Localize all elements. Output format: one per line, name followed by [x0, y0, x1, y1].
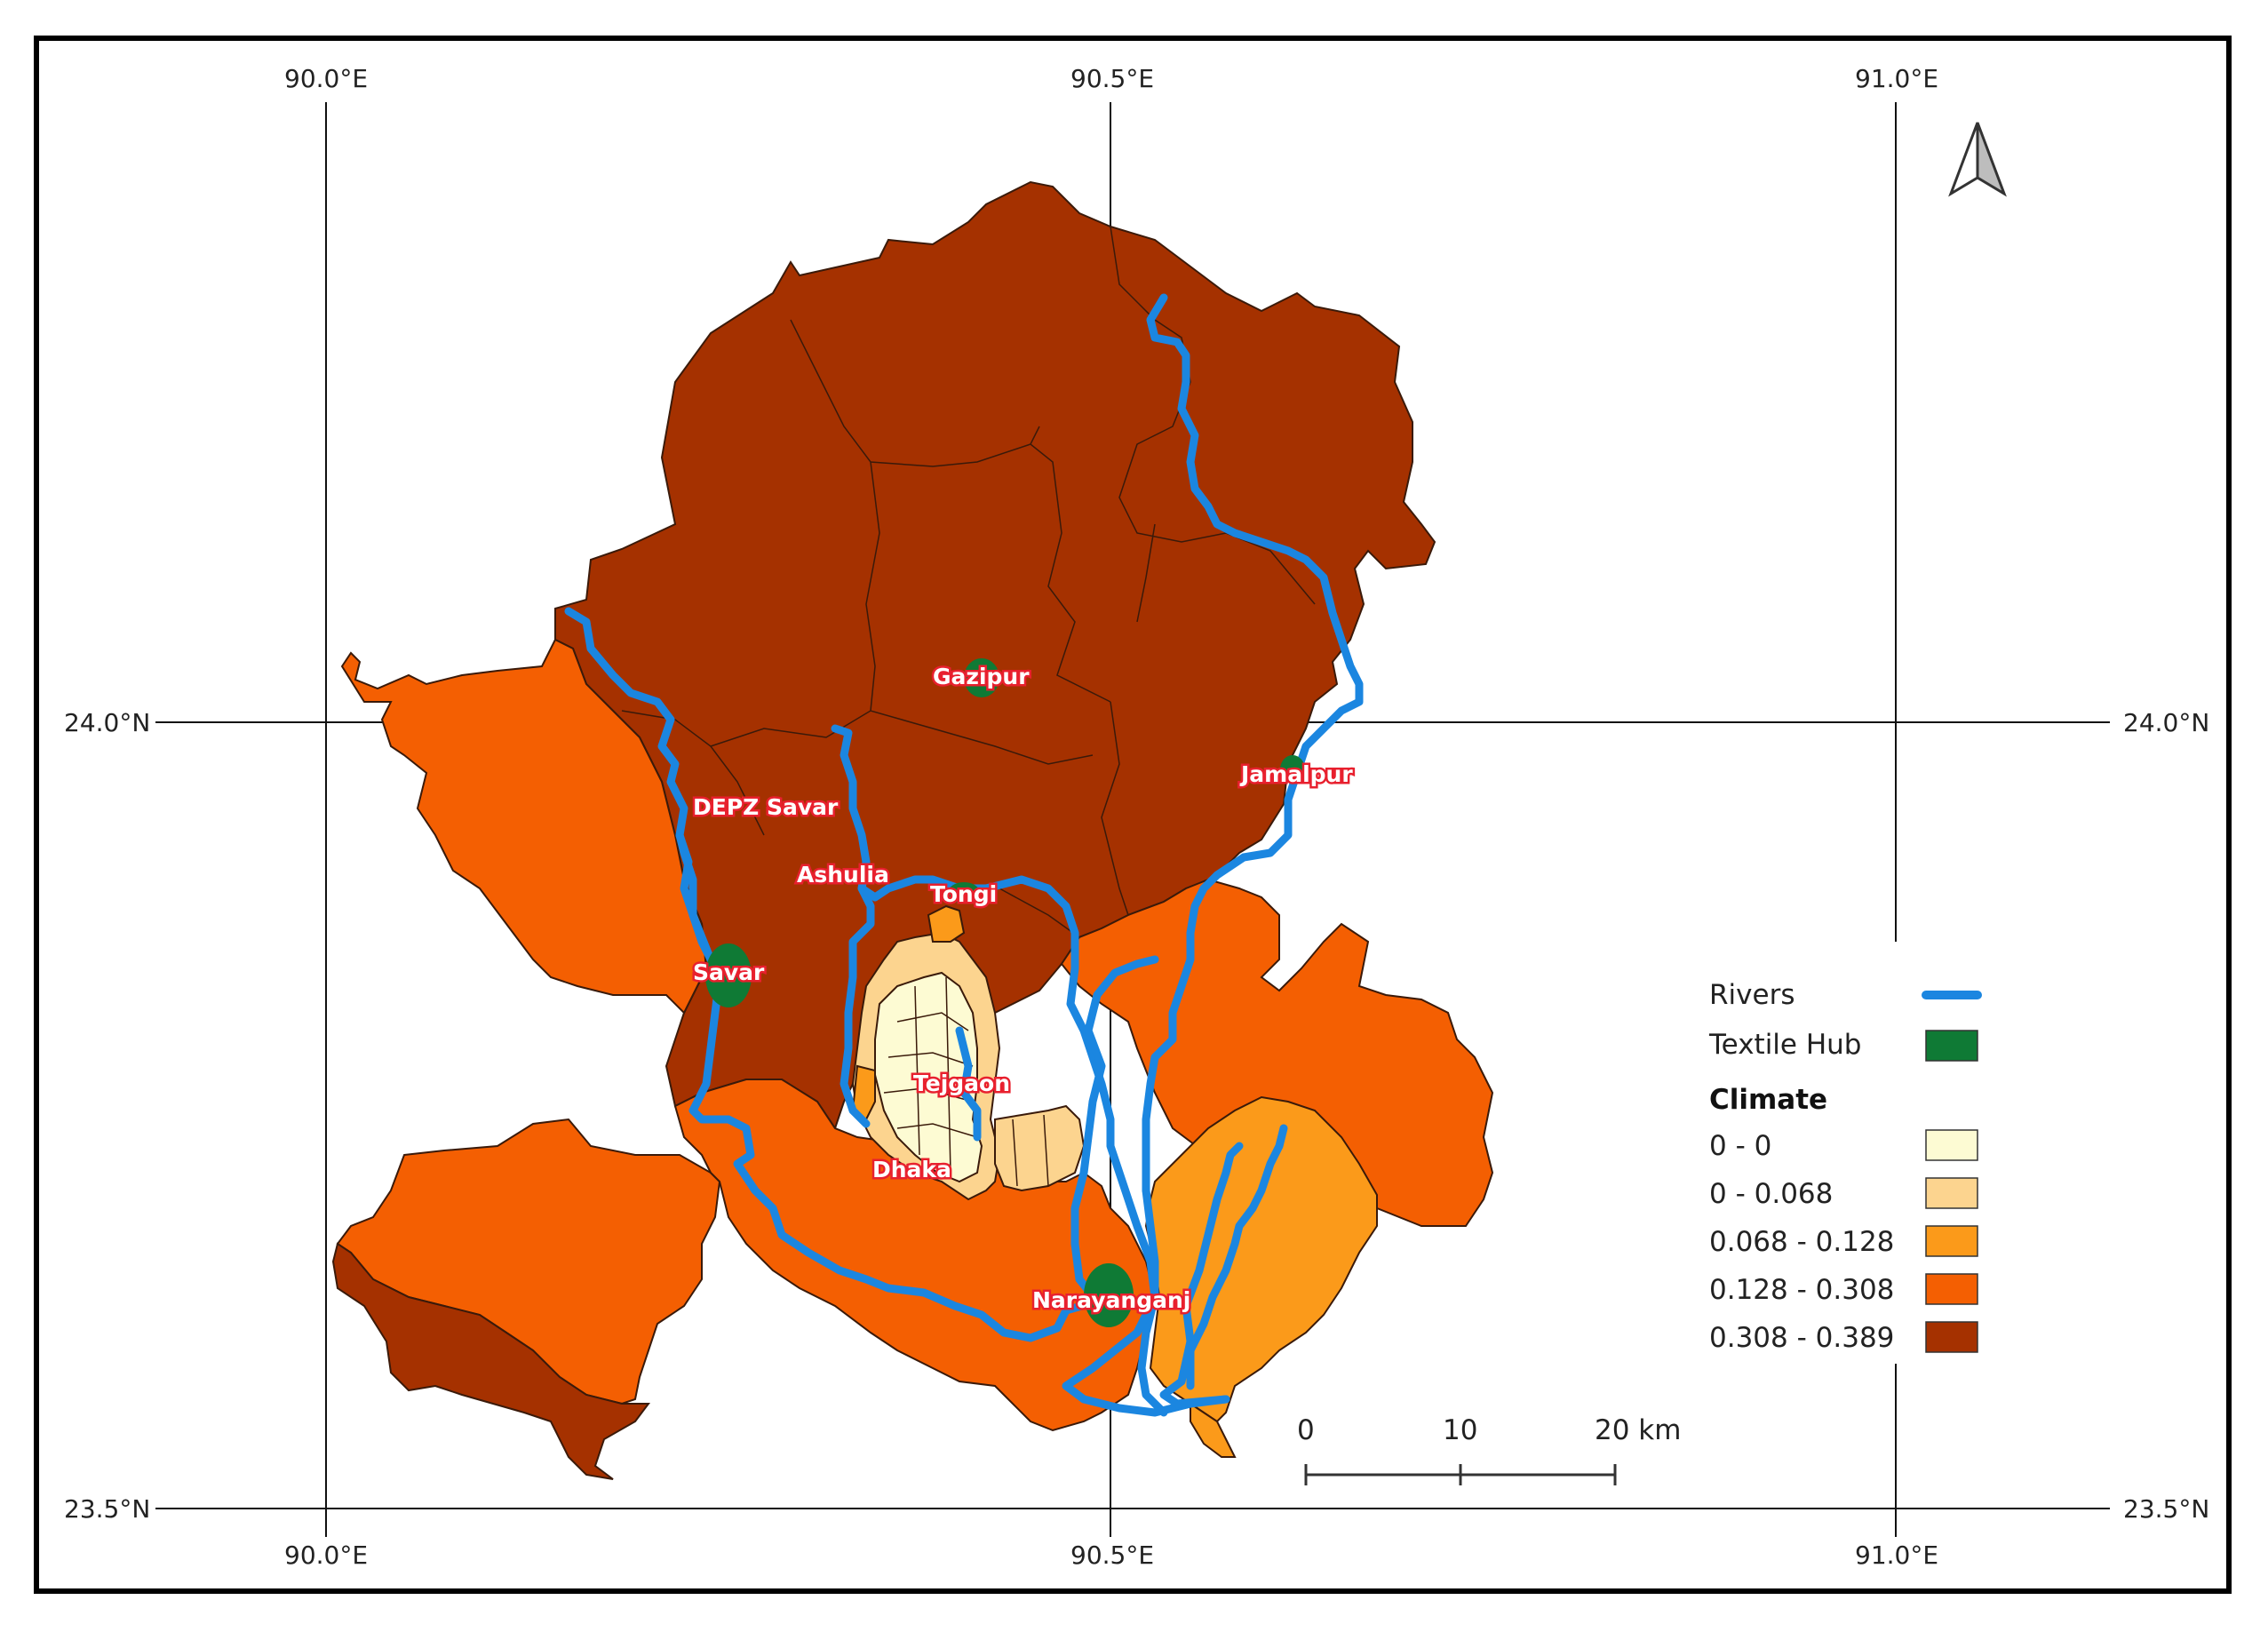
left-label-24-0n: 24.0°N [64, 708, 150, 737]
hub-label-tongi: Tongi [930, 881, 997, 907]
dhaka-core-0 [874, 971, 983, 1183]
river-east-south [1159, 1142, 1244, 1408]
scale-label-0: 0 [1297, 1414, 1315, 1446]
river-east-2 [1186, 1124, 1288, 1390]
scale-label-10: 10 [1443, 1414, 1477, 1446]
river-balu [1070, 955, 1159, 1306]
legend-rivers-label: Rivers [1709, 979, 1795, 1011]
legend-class-swatch-1 [1925, 1177, 1978, 1209]
north-arrow-icon [1948, 122, 2007, 197]
river-west-savar [675, 831, 715, 964]
textile-hub-gazipur [964, 658, 999, 697]
scale-label-20km: 20 km [1595, 1414, 1681, 1446]
hub-label-dhaka: Dhaka [872, 1157, 951, 1182]
legend-class-swatch-3 [1925, 1273, 1978, 1305]
district-southeast [1144, 1095, 1378, 1423]
legend-class-label-3: 0.128 - 0.308 [1709, 1274, 1894, 1306]
textile-hub-tongi [948, 882, 980, 904]
legend-class-label-2: 0.068 - 0.128 [1709, 1226, 1894, 1258]
river-sitalakhya [1142, 293, 1364, 1195]
rivers [564, 293, 1364, 1417]
district-southwest-dark [331, 1242, 650, 1480]
legend-class-label-4: 0.308 - 0.389 [1709, 1322, 1894, 1354]
legend-textile-swatch [1925, 1030, 1978, 1062]
top-label-90-5e: 90.5°E [1070, 64, 1154, 93]
scale-bar: 0 10 20 km [1297, 1414, 1681, 1485]
textile-hub-jamalpur [1280, 755, 1305, 784]
legend-class-swatch-2 [1925, 1225, 1978, 1257]
hub-labels: Gazipur Jamalpur DEPZ Savar Ashulia Tong… [691, 662, 1356, 1316]
top-label-91-0e: 91.0°E [1855, 64, 1938, 93]
legend-class-label-1: 0 - 0.068 [1709, 1178, 1833, 1210]
right-label-24-0n: 24.0°N [2123, 708, 2209, 737]
legend-textile-label: Textile Hub [1708, 1029, 1861, 1061]
river-turag [831, 724, 875, 1128]
districts [331, 180, 1494, 1480]
district-southeast-tip [1190, 1402, 1237, 1458]
top-label-90-0e: 90.0°E [284, 64, 368, 93]
graticule-labels: 90.0°E 90.5°E 91.0°E 90.0°E 90.5°E 91.0°… [64, 64, 2209, 1570]
river-meghna [1062, 1186, 1230, 1417]
bottom-label-90-0e: 90.0°E [284, 1540, 368, 1570]
legend-class-swatch-0 [1925, 1129, 1978, 1161]
textile-hub-savar [705, 943, 752, 1007]
bottom-label-91-0e: 91.0°E [1855, 1540, 1938, 1570]
textile-hubs [705, 658, 1305, 1327]
right-label-23-5n: 23.5°N [2123, 1494, 2209, 1524]
dhaka-east-068 [994, 1104, 1086, 1192]
legend-class-label-0: 0 - 0 [1709, 1130, 1771, 1162]
hub-label-depz-savar: DEPZ Savar [693, 794, 839, 820]
river-south [955, 1026, 982, 1142]
river-west [564, 607, 1102, 1342]
hub-label-savar: Savar [693, 959, 765, 985]
dhaka-inner-lines [883, 976, 1049, 1187]
north-inner-borders [621, 226, 1316, 938]
hub-label-tejgaon: Tejgaon [913, 1071, 1010, 1096]
dhaka-north-128 [927, 904, 966, 943]
legend-climate-title: Climate [1709, 1084, 1827, 1116]
hub-label-gazipur: Gazipur [933, 664, 1030, 689]
hub-label-ashulia: Ashulia [797, 862, 889, 888]
bottom-label-90-5e: 90.5°E [1070, 1540, 1154, 1570]
hub-label-jamalpur: Jamalpur [1239, 761, 1353, 787]
left-label-23-5n: 23.5°N [64, 1494, 150, 1524]
legend: Rivers Textile Hub Climate 0 - 0 0 - 0.0… [1708, 979, 1982, 1354]
hub-label-narayanganj: Narayanganj [1032, 1287, 1190, 1313]
legend-class-swatch-4 [1925, 1321, 1978, 1353]
textile-hub-narayanganj [1084, 1263, 1134, 1327]
